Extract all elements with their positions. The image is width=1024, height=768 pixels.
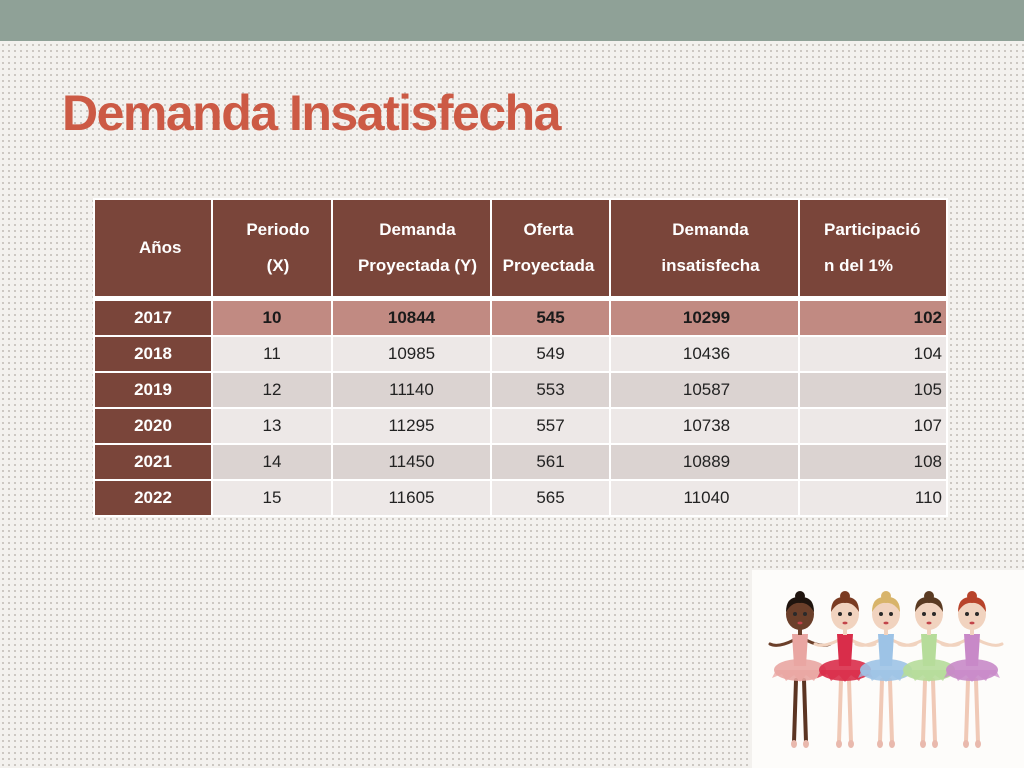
- cell-demanda-insatisfecha: 11040: [609, 479, 800, 517]
- cell-periodo: 10: [211, 297, 333, 337]
- ballerina-figure: [813, 591, 877, 748]
- ballerinas-icon: [768, 591, 1004, 748]
- cell-oferta-proyectada: 565: [490, 479, 611, 517]
- cell-participacion: 102: [798, 297, 948, 337]
- cell-oferta-proyectada: 561: [490, 443, 611, 481]
- demand-table: Años Periodo (X) Demanda Proyectada (Y) …: [93, 198, 948, 517]
- ballerina-figure: [768, 591, 832, 748]
- cell-demanda-insatisfecha: 10738: [609, 407, 800, 445]
- ballerina-figure: [940, 591, 1004, 748]
- table-row: 2020 13 11295 557 10738 107: [93, 407, 948, 445]
- header-demanda-proyectada-line1: Demanda: [379, 220, 456, 239]
- header-oferta-proyectada-line1: Oferta: [523, 220, 574, 239]
- header-demanda-proyectada: Demanda Proyectada (Y): [331, 198, 492, 301]
- cell-oferta-proyectada: 545: [490, 297, 611, 337]
- cell-year: 2021: [93, 443, 213, 481]
- cell-year: 2019: [93, 371, 213, 409]
- header-participacion-line1: Participació: [824, 220, 921, 239]
- header-participacion-line2: n del 1%: [824, 256, 893, 275]
- cell-year: 2017: [93, 297, 213, 337]
- cell-oferta-proyectada: 549: [490, 335, 611, 373]
- page-title: Demanda Insatisfecha: [62, 85, 561, 141]
- cell-year: 2022: [93, 479, 213, 517]
- cell-demanda-proyectada: 10985: [331, 335, 492, 373]
- cell-participacion: 107: [798, 407, 948, 445]
- header-oferta-proyectada: Oferta Proyectada: [490, 198, 611, 301]
- header-periodo-line1: Periodo: [246, 220, 310, 239]
- cell-oferta-proyectada: 557: [490, 407, 611, 445]
- header-demanda-insatisfecha-line1: Demanda: [672, 220, 749, 239]
- cell-participacion: 104: [798, 335, 948, 373]
- table-row: 2022 15 11605 565 11040 110: [93, 479, 948, 517]
- cell-demanda-proyectada: 11140: [331, 371, 492, 409]
- header-oferta-proyectada-line2: Proyectada: [502, 256, 595, 275]
- demand-table-container: Años Periodo (X) Demanda Proyectada (Y) …: [93, 198, 948, 517]
- header-participacion: Participació n del 1%: [798, 198, 948, 301]
- cell-demanda-insatisfecha: 10587: [609, 371, 800, 409]
- ballerina-figure: [897, 591, 961, 748]
- cell-periodo: 12: [211, 371, 333, 409]
- cell-periodo: 15: [211, 479, 333, 517]
- table-header-row: Años Periodo (X) Demanda Proyectada (Y) …: [93, 198, 948, 301]
- cell-participacion: 110: [798, 479, 948, 517]
- cell-demanda-insatisfecha: 10436: [609, 335, 800, 373]
- cell-periodo: 14: [211, 443, 333, 481]
- header-anos: Años: [93, 198, 213, 301]
- cell-oferta-proyectada: 553: [490, 371, 611, 409]
- header-anos-label: Años: [139, 238, 182, 257]
- table-row: 2021 14 11450 561 10889 108: [93, 443, 948, 481]
- header-demanda-proyectada-line2: Proyectada (Y): [357, 256, 478, 275]
- cell-demanda-proyectada: 11450: [331, 443, 492, 481]
- cell-periodo: 13: [211, 407, 333, 445]
- header-demanda-insatisfecha-line2: insatisfecha: [661, 256, 760, 275]
- table-row: 2019 12 11140 553 10587 105: [93, 371, 948, 409]
- header-demanda-insatisfecha: Demanda insatisfecha: [609, 198, 800, 301]
- cell-demanda-insatisfecha: 10299: [609, 297, 800, 337]
- table-row: 2018 11 10985 549 10436 104: [93, 335, 948, 373]
- cell-demanda-proyectada: 11295: [331, 407, 492, 445]
- header-periodo-line2: (X): [266, 256, 290, 275]
- ballerinas-illustration: [752, 570, 1024, 768]
- top-bar: [0, 0, 1024, 41]
- cell-participacion: 105: [798, 371, 948, 409]
- cell-demanda-proyectada: 10844: [331, 297, 492, 337]
- cell-periodo: 11: [211, 335, 333, 373]
- cell-demanda-insatisfecha: 10889: [609, 443, 800, 481]
- cell-participacion: 108: [798, 443, 948, 481]
- table-row: 2017 10 10844 545 10299 102: [93, 297, 948, 337]
- cell-demanda-proyectada: 11605: [331, 479, 492, 517]
- cell-year: 2018: [93, 335, 213, 373]
- header-periodo: Periodo (X): [211, 198, 333, 301]
- cell-year: 2020: [93, 407, 213, 445]
